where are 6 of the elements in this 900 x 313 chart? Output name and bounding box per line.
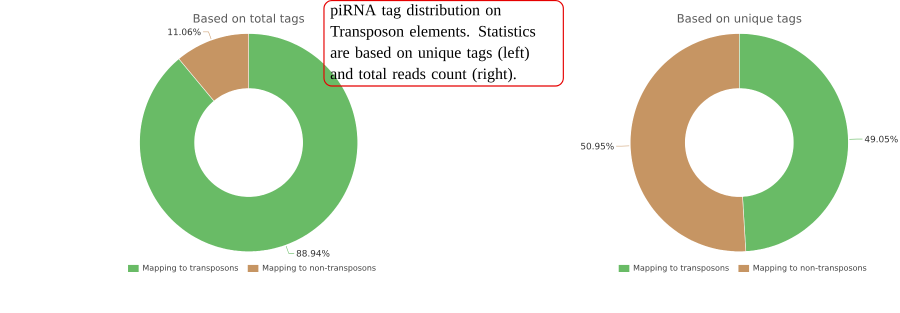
data-label: 49.05% xyxy=(864,136,898,143)
chart-title: Based on unique tags xyxy=(678,14,802,26)
data-label: 50.95% xyxy=(581,142,614,150)
data-label: 88.94% xyxy=(296,250,330,257)
chart-title: Based on total tags xyxy=(194,14,304,26)
data-label: 11.06% xyxy=(168,28,201,36)
